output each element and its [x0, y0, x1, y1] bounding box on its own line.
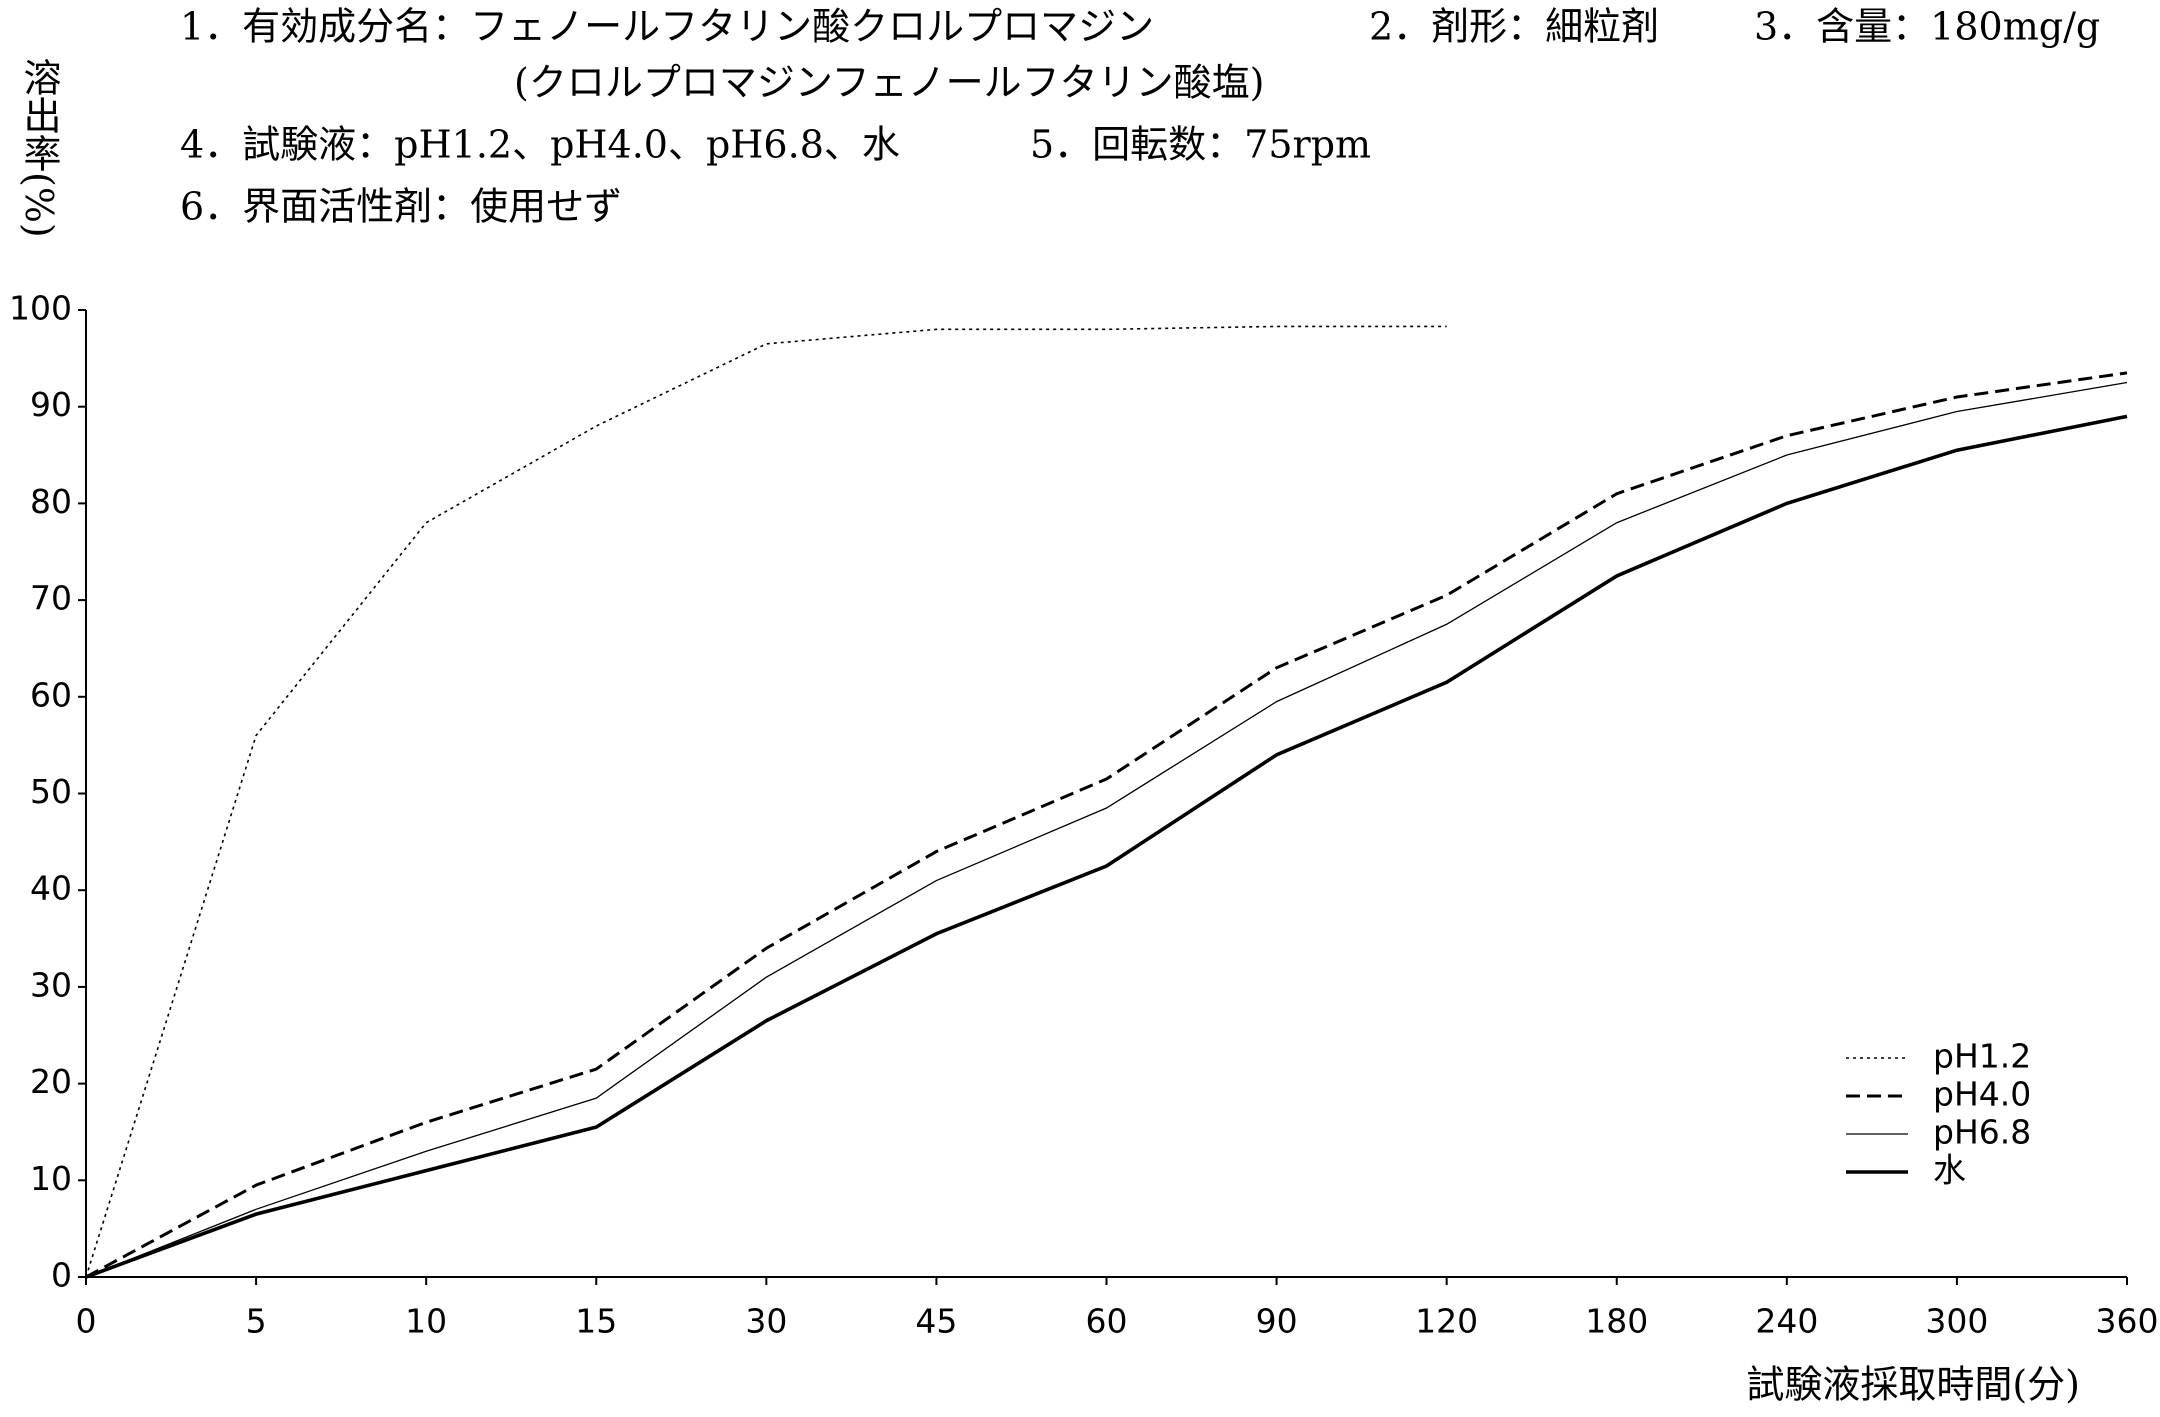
header: 2．剤形：細粒剤 — [1369, 5, 1659, 49]
series-line — [85, 414, 2128, 1279]
x-tick-label: 0 — [76, 1302, 97, 1341]
series-line — [85, 325, 1447, 1278]
y-tick-label: 0 — [51, 1256, 72, 1295]
x-tick-label: 300 — [1925, 1302, 1988, 1341]
y-tick-label: 80 — [30, 482, 72, 521]
x-tick-label: 5 — [246, 1302, 267, 1341]
y-tick-label: 10 — [30, 1159, 72, 1198]
legend-label: 水 — [1933, 1151, 1966, 1190]
x-tick-label: 180 — [1585, 1302, 1648, 1341]
header: 4．試験液：pH1.2、pH4.0、pH6.8、水 — [180, 123, 900, 167]
legend-label: pH4.0 — [1933, 1075, 2031, 1114]
y-tick-label: 30 — [30, 965, 72, 1004]
legend-label: pH6.8 — [1933, 1113, 2031, 1152]
y-tick-label: 20 — [30, 1062, 72, 1101]
y-tick-label: 100 — [9, 289, 72, 328]
y-axis-label: 溶出率(%) — [17, 58, 61, 238]
header: 1．有効成分名：フェノールフタリン酸クロルプロマジン — [180, 5, 1154, 49]
x-tick-label: 360 — [2096, 1302, 2159, 1341]
y-tick-label: 60 — [30, 675, 72, 714]
x-axis-label: 試験液採取時間(分) — [1746, 1363, 2080, 1407]
y-tick-label: 40 — [30, 869, 72, 908]
x-tick-label: 10 — [405, 1302, 447, 1341]
header: (クロルプロマジンフェノールフタリン酸塩) — [514, 61, 1265, 105]
header: 5．回転数：75rpm — [1030, 123, 1371, 167]
x-tick-label: 240 — [1755, 1302, 1818, 1341]
x-tick-label: 15 — [575, 1302, 617, 1341]
y-tick-label: 90 — [30, 385, 72, 424]
x-tick-label: 120 — [1415, 1302, 1478, 1341]
series-line — [85, 371, 2128, 1279]
y-tick-label: 70 — [30, 579, 72, 618]
x-tick-label: 45 — [915, 1302, 957, 1341]
legend-label: pH1.2 — [1933, 1037, 2031, 1076]
x-tick-label: 90 — [1256, 1302, 1298, 1341]
header: 3．含量：180mg/g — [1754, 5, 2100, 49]
x-tick-label: 60 — [1086, 1302, 1128, 1341]
series-line — [85, 381, 2128, 1278]
header: 6．界面活性剤：使用せず — [180, 185, 622, 229]
x-tick-label: 30 — [745, 1302, 787, 1341]
y-tick-label: 50 — [30, 772, 72, 811]
